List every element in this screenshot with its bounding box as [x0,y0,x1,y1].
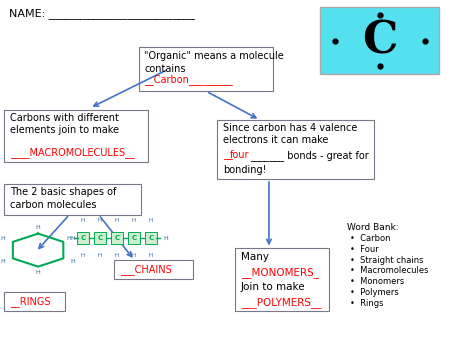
FancyBboxPatch shape [145,233,157,244]
Text: H: H [163,236,168,241]
Text: •  Macromolecules: • Macromolecules [350,266,428,275]
FancyBboxPatch shape [320,7,439,74]
Text: H: H [132,254,136,258]
Text: H: H [71,236,76,241]
Text: Since carbon has 4 valence
electrons it can make: Since carbon has 4 valence electrons it … [223,123,357,145]
Text: bonding!: bonding! [223,165,266,175]
FancyBboxPatch shape [217,120,374,179]
Text: ___POLYMERS__: ___POLYMERS__ [241,297,321,308]
Text: __: __ [223,150,233,160]
Text: NAME: __________________________: NAME: __________________________ [9,8,195,19]
Text: Carbons with different
elements join to make: Carbons with different elements join to … [10,113,119,135]
Text: •  Four: • Four [350,245,378,254]
FancyBboxPatch shape [112,233,122,244]
Text: __MONOMERS_: __MONOMERS_ [241,267,319,278]
Text: four: four [230,150,249,160]
Text: H: H [98,254,102,258]
Text: H: H [149,254,153,258]
FancyBboxPatch shape [235,248,329,311]
FancyBboxPatch shape [94,233,106,244]
Text: __RINGS: __RINGS [10,296,50,307]
Text: C: C [362,19,397,62]
Text: Word Bank:: Word Bank: [347,223,399,232]
Text: _______ bonds - great for: _______ bonds - great for [250,150,369,161]
Text: H: H [66,236,71,241]
Text: H: H [149,218,153,223]
Text: Join to make: Join to make [241,282,305,292]
Text: H: H [115,218,119,223]
FancyBboxPatch shape [4,110,148,162]
FancyBboxPatch shape [128,233,140,244]
FancyBboxPatch shape [4,292,65,311]
Text: C: C [148,235,153,241]
FancyBboxPatch shape [139,47,274,91]
Text: C: C [81,235,86,241]
Text: H: H [1,236,5,241]
Text: C: C [97,235,103,241]
Text: H: H [98,218,102,223]
Text: Many: Many [241,252,269,263]
Text: •  Rings: • Rings [350,299,383,308]
Text: H: H [81,218,85,223]
Text: H: H [36,270,40,275]
Text: "Organic" means a molecule
contains: "Organic" means a molecule contains [144,51,284,73]
FancyBboxPatch shape [77,233,89,244]
Text: C: C [131,235,137,241]
Text: H: H [81,254,85,258]
Text: H: H [1,259,5,264]
Text: ___CHAINS: ___CHAINS [120,264,171,275]
FancyBboxPatch shape [114,260,193,279]
Text: •  Monomers: • Monomers [350,277,404,286]
FancyBboxPatch shape [4,184,141,215]
Text: H: H [115,254,119,258]
Text: __Carbon_________: __Carbon_________ [144,74,233,85]
Text: •  Polymers: • Polymers [350,288,398,297]
Text: The 2 basic shapes of
carbon molecules: The 2 basic shapes of carbon molecules [10,187,116,210]
Text: H: H [71,259,76,264]
Text: •  Carbon: • Carbon [350,234,390,243]
Text: C: C [114,235,120,241]
Text: H: H [132,218,136,223]
Text: H: H [36,225,40,230]
Text: •  Straight chains: • Straight chains [350,256,423,265]
Text: ____MACROMOLECULES__: ____MACROMOLECULES__ [10,147,135,158]
